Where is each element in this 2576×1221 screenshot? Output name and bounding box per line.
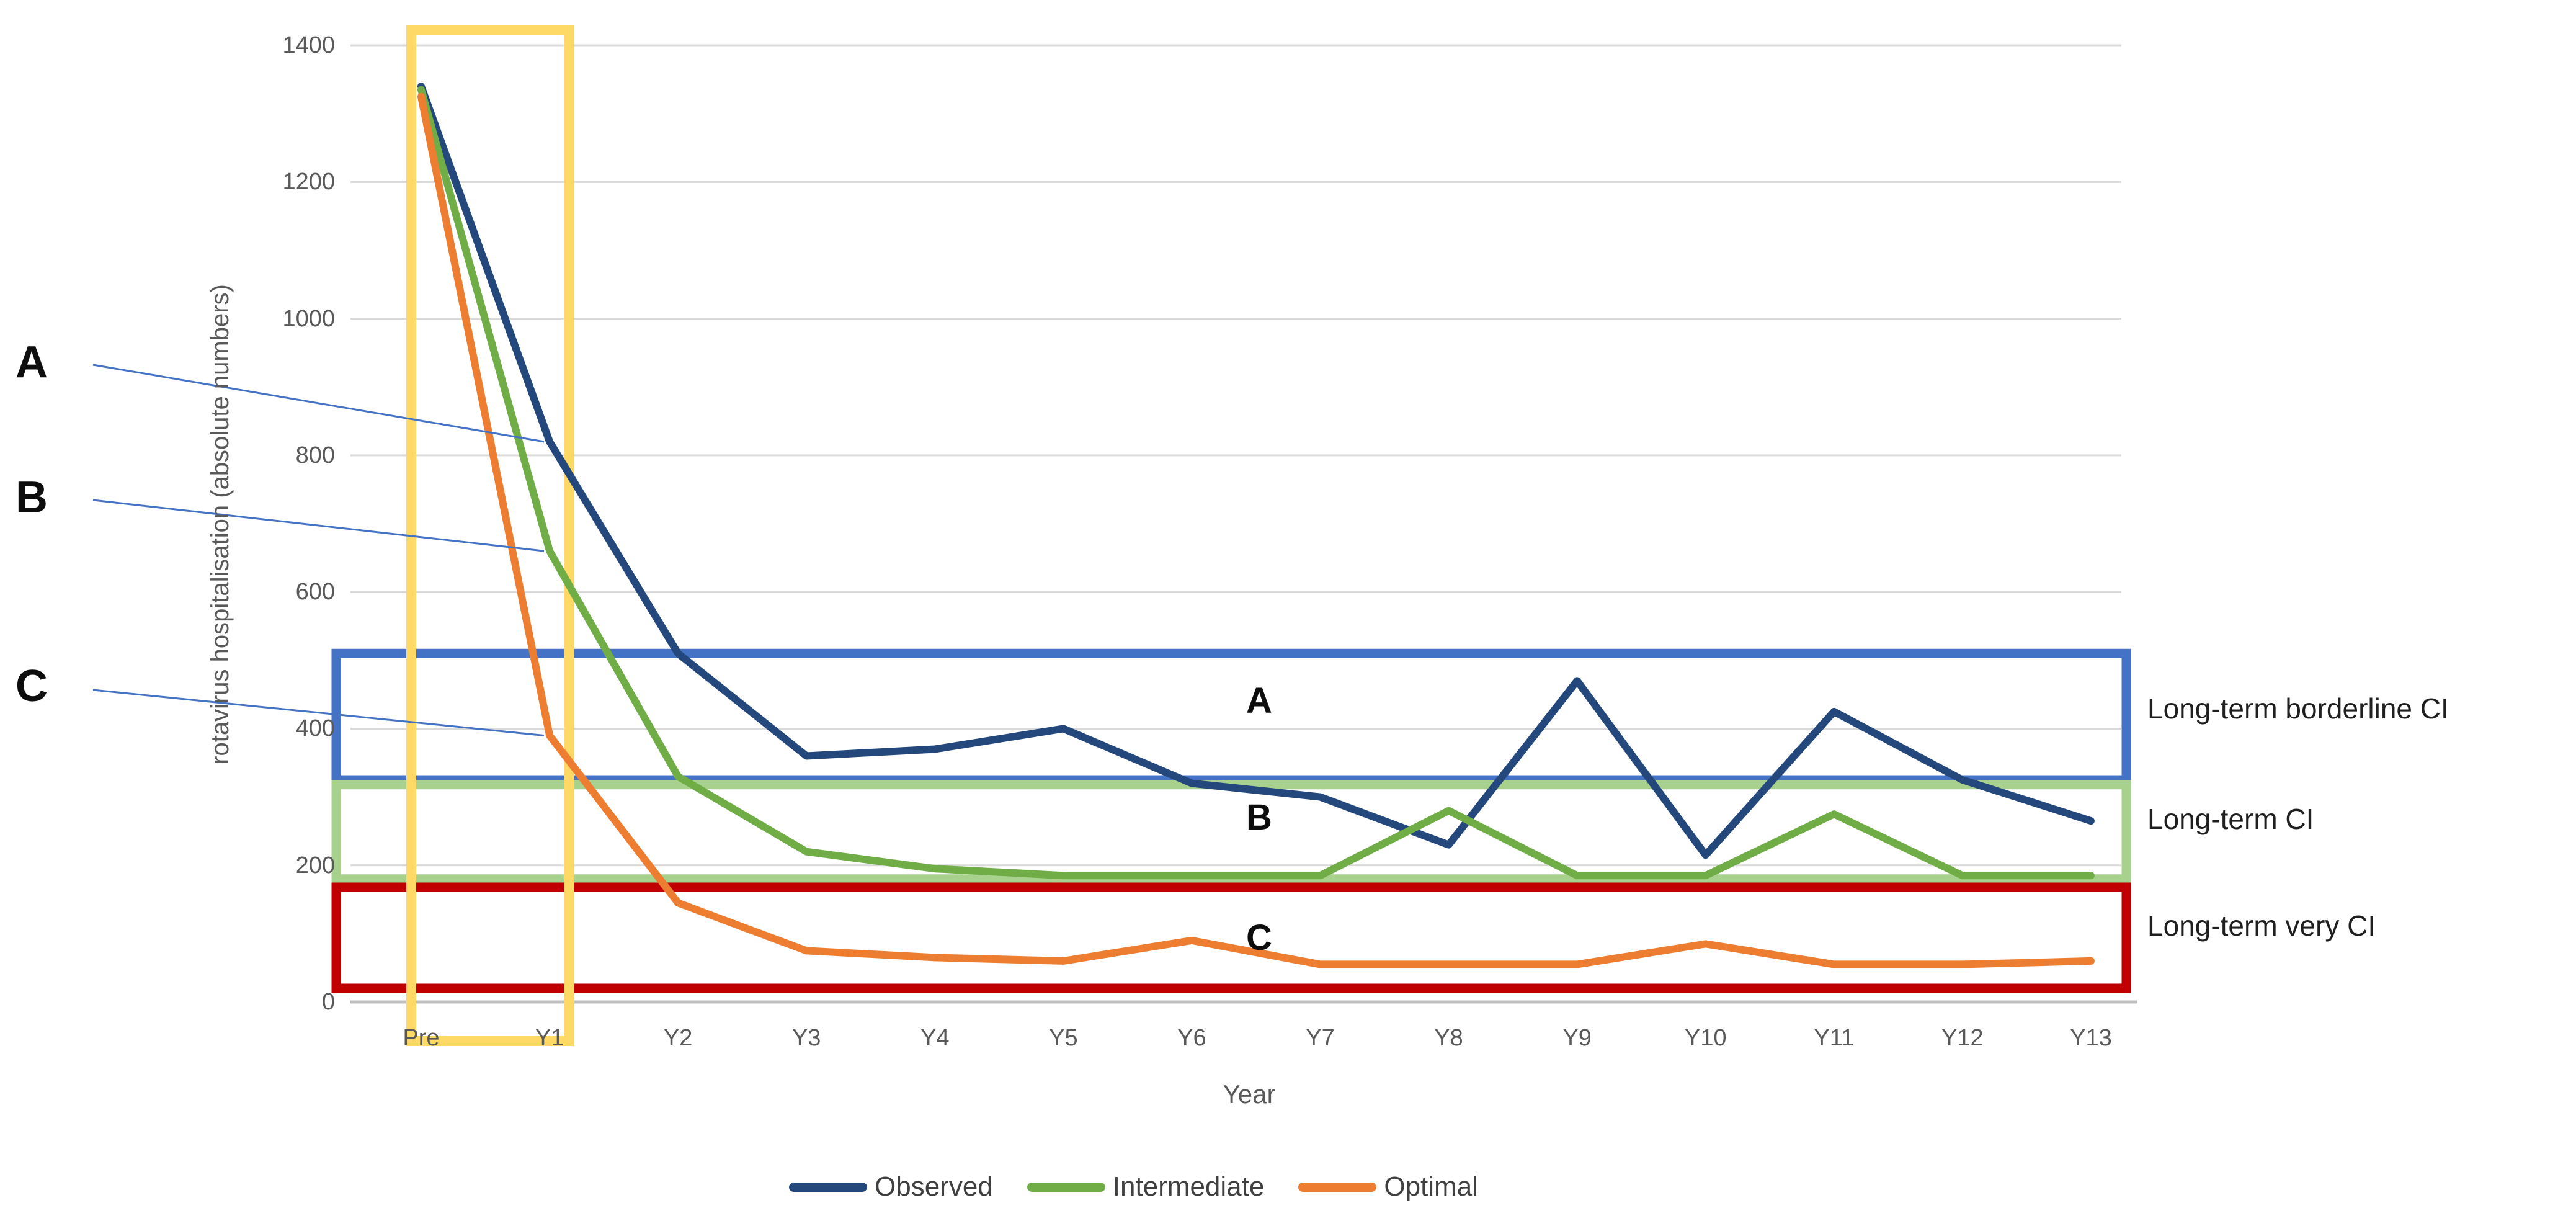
legend-swatch-observed xyxy=(789,1182,867,1192)
zone-box-C xyxy=(331,882,2131,993)
leader-line-A xyxy=(92,364,545,443)
y-tick-label-200: 200 xyxy=(295,852,335,879)
x-tick-label-Y5: Y5 xyxy=(1049,1025,1078,1051)
callout-leader-lines xyxy=(92,364,545,736)
zone-box-A xyxy=(331,648,2131,785)
x-tick-label-Y3: Y3 xyxy=(791,1025,821,1051)
y-tick-label-0: 0 xyxy=(321,989,335,1015)
gridlines xyxy=(350,44,2137,1004)
x-tick-label-Y10: Y10 xyxy=(1684,1025,1727,1051)
y-tick-label-1400: 1400 xyxy=(282,32,335,59)
series-line-intermediate xyxy=(417,86,2095,880)
series-line-optimal xyxy=(417,92,2095,968)
zone-label-A: Long-term borderline CI xyxy=(2147,692,2449,725)
legend-item-optimal: Optimal xyxy=(1298,1171,1478,1202)
zone-letter-A: A xyxy=(1246,681,1272,721)
x-tick-label-Y13: Y13 xyxy=(2070,1025,2112,1051)
zone-label-C: Long-term very CI xyxy=(2147,910,2376,942)
zone-label-B: Long-term CI xyxy=(2147,803,2314,835)
x-tick-label-Y2: Y2 xyxy=(663,1025,693,1051)
data-series-lines xyxy=(417,83,2095,968)
chart-legend: Observed Intermediate Optimal xyxy=(789,1171,1478,1202)
x-axis-title: Year xyxy=(1223,1080,1276,1109)
x-tick-label-Y12: Y12 xyxy=(1941,1025,1984,1051)
legend-label-optimal: Optimal xyxy=(1384,1171,1478,1202)
x-tick-label-Y8: Y8 xyxy=(1434,1025,1463,1051)
legend-item-observed: Observed xyxy=(789,1171,993,1202)
x-tick-label-Pre: Pre xyxy=(403,1025,440,1051)
x-tick-label-Y11: Y11 xyxy=(1814,1025,1855,1051)
x-tick-label-Y4: Y4 xyxy=(920,1025,950,1051)
leader-line-B xyxy=(92,499,545,552)
legend-swatch-optimal xyxy=(1298,1182,1377,1192)
x-tick-label-Y6: Y6 xyxy=(1177,1025,1206,1051)
y-tick-label-1200: 1200 xyxy=(282,169,335,195)
y-axis-title: rotavirus hospitalisation (absolute numb… xyxy=(207,284,234,764)
legend-label-observed: Observed xyxy=(875,1171,993,1202)
y-tick-label-400: 400 xyxy=(295,715,335,742)
x-tick-label-Y7: Y7 xyxy=(1306,1025,1335,1051)
leader-line-C xyxy=(92,689,545,736)
callout-letter-A: A xyxy=(16,338,48,387)
legend-item-intermediate: Intermediate xyxy=(1027,1171,1265,1202)
legend-label-intermediate: Intermediate xyxy=(1112,1171,1265,1202)
zone-letter-C: C xyxy=(1246,918,1272,958)
callout-letter-B: B xyxy=(16,473,48,522)
y-tick-label-800: 800 xyxy=(295,442,335,468)
callout-letter-C: C xyxy=(16,661,48,711)
y-tick-label-1000: 1000 xyxy=(282,305,335,332)
x-tick-label-Y9: Y9 xyxy=(1562,1025,1592,1051)
legend-swatch-intermediate xyxy=(1027,1182,1105,1192)
y-tick-label-600: 600 xyxy=(295,579,335,606)
x-tick-label-Y1: Y1 xyxy=(535,1025,564,1051)
series-line-observed xyxy=(417,83,2095,859)
zone-letter-B: B xyxy=(1246,797,1272,838)
